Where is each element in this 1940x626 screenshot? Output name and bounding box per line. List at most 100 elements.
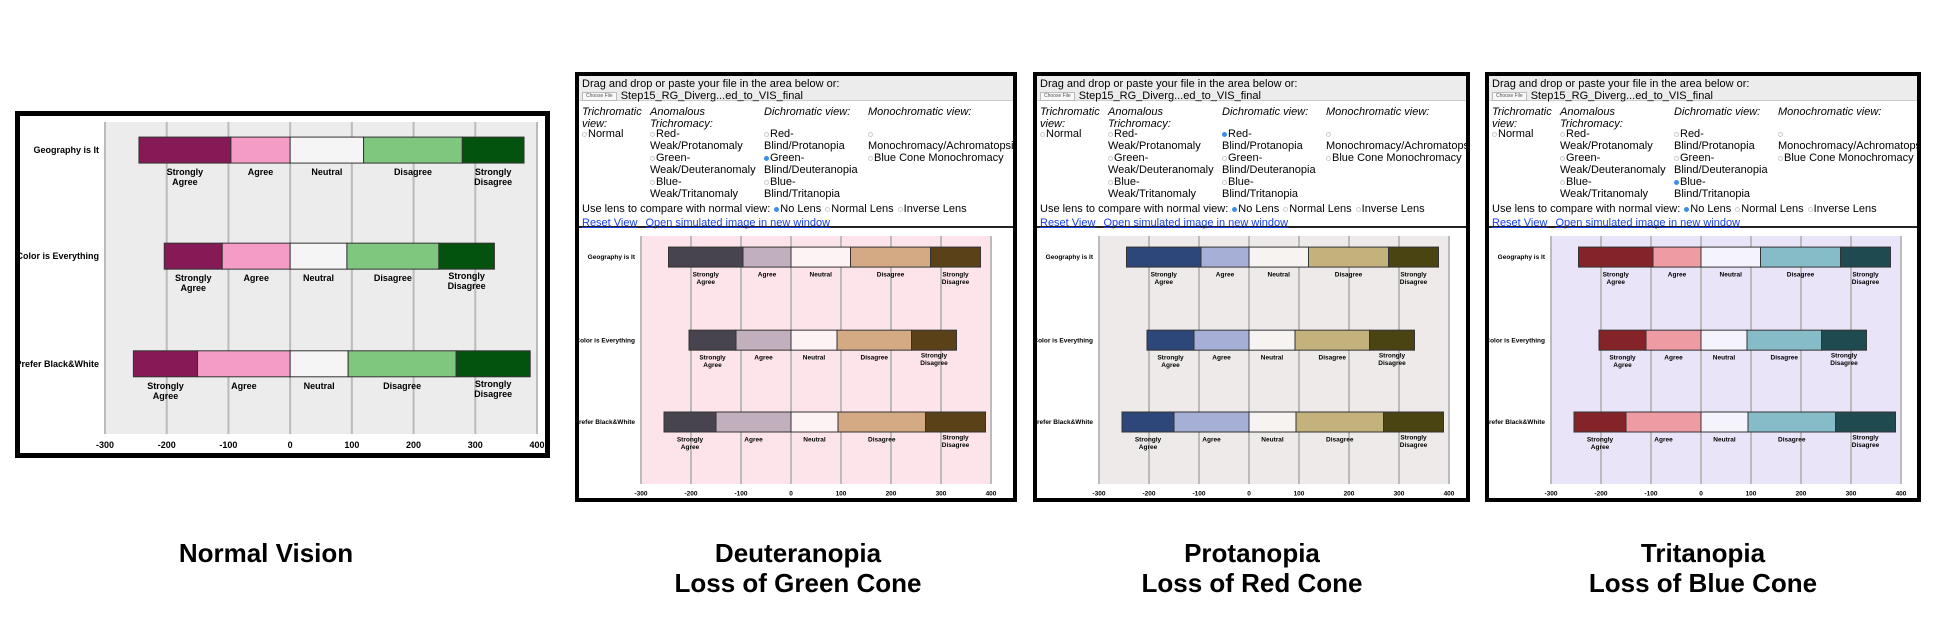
bar-segment (1383, 411, 1444, 433)
radio-anomalous-1[interactable]: Green-Weak/Deuteranomaly (1108, 152, 1223, 176)
radio-anomalous-2[interactable]: Blue-Weak/Tritanomaly (1108, 176, 1223, 200)
radio-anomalous-0[interactable]: Red-Weak/Protanomaly (650, 128, 765, 152)
x-tick-label: 200 (886, 491, 897, 497)
radio-icon[interactable] (650, 180, 655, 185)
radio-icon[interactable] (1326, 132, 1331, 137)
radio-lens-2[interactable]: Inverse Lens (1355, 203, 1425, 215)
radio-anomalous-1[interactable]: Green-Weak/Deuteranomaly (1560, 152, 1675, 176)
radio-icon[interactable] (1108, 132, 1113, 137)
caption-line: Loss of Blue Cone (1588, 568, 1818, 598)
radio-icon[interactable] (1222, 156, 1227, 161)
x-tick-label: -300 (634, 491, 647, 497)
radio-dichromatic-2[interactable]: Blue-Blind/Tritanopia (1674, 176, 1778, 200)
radio-icon[interactable] (1560, 132, 1565, 137)
radio-lens-0[interactable]: No Lens (1684, 203, 1731, 215)
radio-trichromatic-0[interactable]: Normal (582, 128, 648, 140)
simulator-controls: Drag and drop or paste your file in the … (1489, 76, 1917, 229)
radio-lens-1[interactable]: Normal Lens (1283, 203, 1352, 215)
radio-dichromatic-1[interactable]: Green-Blind/Deuteranopia (1222, 152, 1326, 176)
radio-dichromatic-2[interactable]: Blue-Blind/Tritanopia (764, 176, 868, 200)
radio-icon[interactable] (774, 207, 780, 212)
file-drop-area[interactable]: Drag and drop or paste your file in the … (1489, 76, 1917, 102)
radio-icon[interactable] (1735, 207, 1741, 212)
file-drop-area[interactable]: Drag and drop or paste your file in the … (1037, 76, 1466, 102)
action-links: Reset View Open simulated image in new wi… (582, 217, 838, 229)
radio-lens-0[interactable]: No Lens (1232, 203, 1279, 215)
radio-icon[interactable] (1232, 207, 1238, 212)
open-simulated-image-link[interactable]: Open simulated image in new window (645, 217, 831, 229)
radio-icon[interactable] (764, 132, 769, 137)
radio-anomalous-0[interactable]: Red-Weak/Protanomaly (1108, 128, 1223, 152)
trichromatic-title: Trichromatic view: (582, 106, 642, 130)
radio-icon[interactable] (1674, 180, 1679, 185)
radio-dichromatic-0[interactable]: Red-Blind/Protanopia (1674, 128, 1778, 152)
radio-icon[interactable] (582, 132, 587, 137)
radio-dichromatic-1[interactable]: Green-Blind/Deuteranopia (764, 152, 868, 176)
radio-trichromatic-0[interactable]: Normal (1492, 128, 1558, 140)
radio-dichromatic-1[interactable]: Green-Blind/Deuteranopia (1674, 152, 1778, 176)
file-drop-area[interactable]: Drag and drop or paste your file in the … (579, 76, 1013, 102)
radio-icon[interactable] (1674, 156, 1679, 161)
radio-icon[interactable] (1560, 180, 1565, 185)
radio-icon[interactable] (650, 132, 655, 137)
radio-monochromatic-0[interactable]: Monochromacy/Achromatopsia (1326, 128, 1466, 152)
radio-icon[interactable] (1283, 207, 1289, 212)
reset-view-link[interactable]: Reset View (1492, 217, 1548, 229)
radio-icon[interactable] (1040, 132, 1045, 137)
reset-view-link[interactable]: Reset View (1040, 217, 1096, 229)
radio-lens-1[interactable]: Normal Lens (1735, 203, 1804, 215)
radio-icon[interactable] (1560, 156, 1565, 161)
radio-anomalous-1[interactable]: Green-Weak/Deuteranomaly (650, 152, 765, 176)
radio-icon[interactable] (1108, 156, 1113, 161)
x-tick-label: -300 (96, 440, 114, 450)
radio-icon[interactable] (1778, 132, 1783, 137)
radio-icon[interactable] (1684, 207, 1690, 212)
radio-lens-0[interactable]: No Lens (774, 203, 821, 215)
file-row: Choose File Step15_RG_Diverg...ed_to_VIS_… (1040, 90, 1463, 102)
radio-icon[interactable] (1778, 156, 1783, 161)
radio-icon[interactable] (868, 156, 873, 161)
radio-icon[interactable] (1674, 132, 1679, 137)
radio-monochromatic-0[interactable]: Monochromacy/Achromatopsia (1778, 128, 1917, 152)
radio-icon[interactable] (1355, 207, 1361, 212)
radio-icon[interactable] (1222, 132, 1227, 137)
radio-dichromatic-0[interactable]: Red-Blind/Protanopia (1222, 128, 1326, 152)
choose-file-button[interactable]: Choose File (1492, 91, 1527, 101)
radio-monochromatic-1[interactable]: Blue Cone Monochromacy (868, 152, 1013, 164)
radio-lens-2[interactable]: Inverse Lens (1807, 203, 1877, 215)
radio-lens-1[interactable]: Normal Lens (825, 203, 894, 215)
radio-trichromatic-0[interactable]: Normal (1040, 128, 1106, 140)
caption-line: Protanopia (1184, 538, 1320, 568)
choose-file-button[interactable]: Choose File (1040, 91, 1075, 101)
radio-icon[interactable] (868, 132, 873, 137)
segment-label: Agree (231, 381, 257, 391)
radio-anomalous-2[interactable]: Blue-Weak/Tritanomaly (1560, 176, 1675, 200)
bar-segment (836, 329, 912, 351)
radio-lens-2[interactable]: Inverse Lens (897, 203, 967, 215)
radio-anomalous-2[interactable]: Blue-Weak/Tritanomaly (650, 176, 765, 200)
open-simulated-image-link[interactable]: Open simulated image in new window (1103, 217, 1289, 229)
radio-icon[interactable] (650, 156, 655, 161)
reset-view-link[interactable]: Reset View (582, 217, 638, 229)
segment-label: Neutral (810, 272, 833, 279)
radio-monochromatic-1[interactable]: Blue Cone Monochromacy (1326, 152, 1466, 164)
radio-icon[interactable] (764, 156, 769, 161)
radio-monochromatic-1[interactable]: Blue Cone Monochromacy (1778, 152, 1917, 164)
choose-file-button[interactable]: Choose File (582, 91, 617, 101)
radio-dichromatic-0[interactable]: Red-Blind/Protanopia (764, 128, 868, 152)
radio-icon[interactable] (1222, 180, 1227, 185)
radio-label: Red-Weak/Protanomaly (1560, 128, 1653, 152)
radio-icon[interactable] (1492, 132, 1497, 137)
radio-icon[interactable] (764, 180, 769, 185)
radio-icon[interactable] (1108, 180, 1113, 185)
radio-icon[interactable] (1326, 156, 1331, 161)
radio-icon[interactable] (1807, 207, 1813, 212)
open-simulated-image-link[interactable]: Open simulated image in new window (1555, 217, 1741, 229)
radio-monochromatic-0[interactable]: Monochromacy/Achromatopsia (868, 128, 1013, 152)
radio-icon[interactable] (825, 207, 831, 212)
x-tick-label: 100 (836, 491, 847, 497)
radio-icon[interactable] (897, 207, 903, 212)
bar-segment (347, 350, 457, 378)
radio-dichromatic-2[interactable]: Blue-Blind/Tritanopia (1222, 176, 1326, 200)
radio-anomalous-0[interactable]: Red-Weak/Protanomaly (1560, 128, 1675, 152)
